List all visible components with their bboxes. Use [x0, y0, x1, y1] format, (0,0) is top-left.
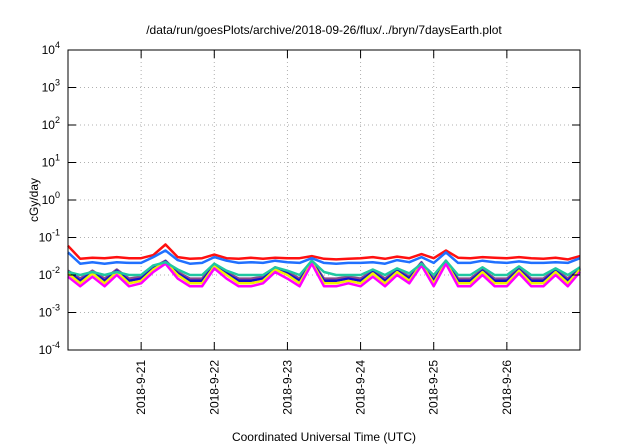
series-line-red [67, 243, 581, 261]
chart-title: /data/run/goesPlots/archive/2018-09-26/f… [146, 23, 502, 37]
y-tick-label: 10-3 [39, 303, 60, 320]
series-line-yellow [67, 260, 581, 285]
series-line-magenta [67, 262, 581, 288]
x-tick-label: 2018-9-22 [207, 360, 221, 415]
y-tick-label: 103 [42, 78, 60, 95]
series-line-blue [67, 249, 581, 265]
y-tick-label: 100 [42, 190, 60, 207]
ticks: 10-4 10-3 10-2 10-1 100 101 102 103 104 2018-9-21… [39, 40, 580, 415]
x-tick-label: 2018-9-21 [134, 360, 148, 415]
x-tick-label: 2018-9-25 [427, 360, 441, 415]
x-tick-label: 2018-9-26 [500, 360, 514, 415]
x-tick-label: 2018-9-24 [354, 360, 368, 415]
y-tick-label: 10-4 [39, 340, 60, 357]
plot-frame [67, 49, 581, 351]
y-axis-label: cGy/day [27, 178, 41, 222]
x-axis-label: Coordinated Universal Time (UTC) [232, 430, 416, 444]
y-tick-label: 101 [42, 153, 60, 170]
x-tick-label: 2018-9-23 [280, 360, 294, 415]
grid [68, 50, 580, 350]
y-tick-label: 10-1 [39, 228, 60, 245]
y-tick-label: 104 [42, 40, 60, 57]
series-line-teal [67, 259, 581, 277]
series-group [67, 243, 581, 288]
y-tick-label: 102 [42, 115, 60, 132]
y-tick-label: 10-2 [39, 265, 60, 282]
